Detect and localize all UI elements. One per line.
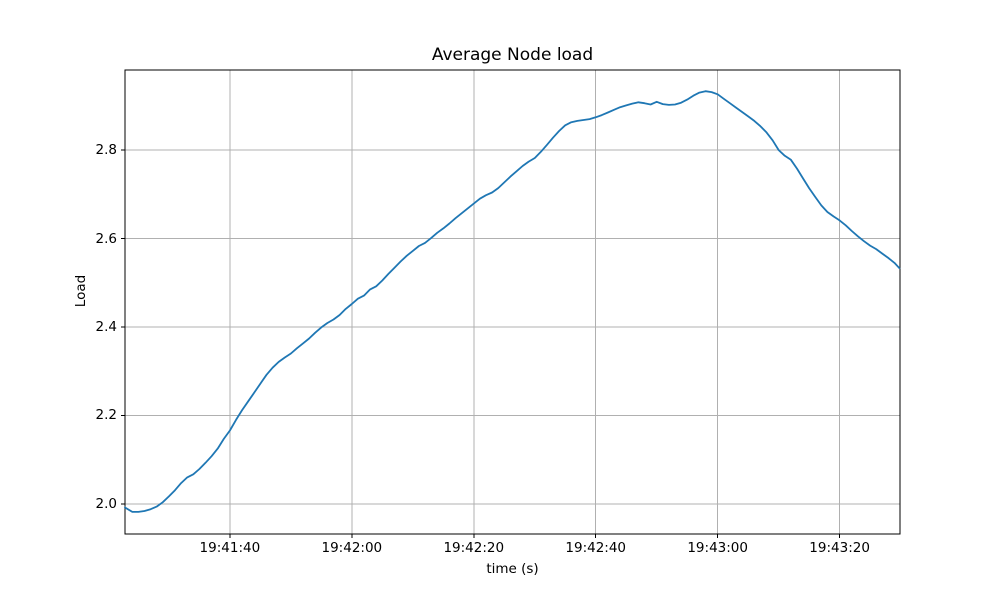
y-axis-label: Load xyxy=(73,274,89,308)
x-tick-label: 19:43:00 xyxy=(687,540,748,556)
x-tick-label: 19:43:20 xyxy=(809,540,870,556)
x-axis-label: time (s) xyxy=(486,561,539,577)
y-tick-label: 2.4 xyxy=(95,318,117,335)
x-tick-label: 19:42:00 xyxy=(321,540,383,556)
y-tick-label: 2.0 xyxy=(95,495,117,512)
x-tick-label: 19:42:20 xyxy=(443,540,505,556)
x-tick-label: 19:41:40 xyxy=(199,540,261,556)
chart-title: Average Node load xyxy=(431,45,594,65)
y-tick-label: 2.6 xyxy=(95,230,117,247)
y-tick-label: 2.8 xyxy=(95,142,117,159)
axes-spines xyxy=(124,69,901,535)
y-tick-label: 2.2 xyxy=(95,407,117,424)
x-tick-label: 19:42:40 xyxy=(565,540,627,556)
series-line xyxy=(124,90,901,513)
